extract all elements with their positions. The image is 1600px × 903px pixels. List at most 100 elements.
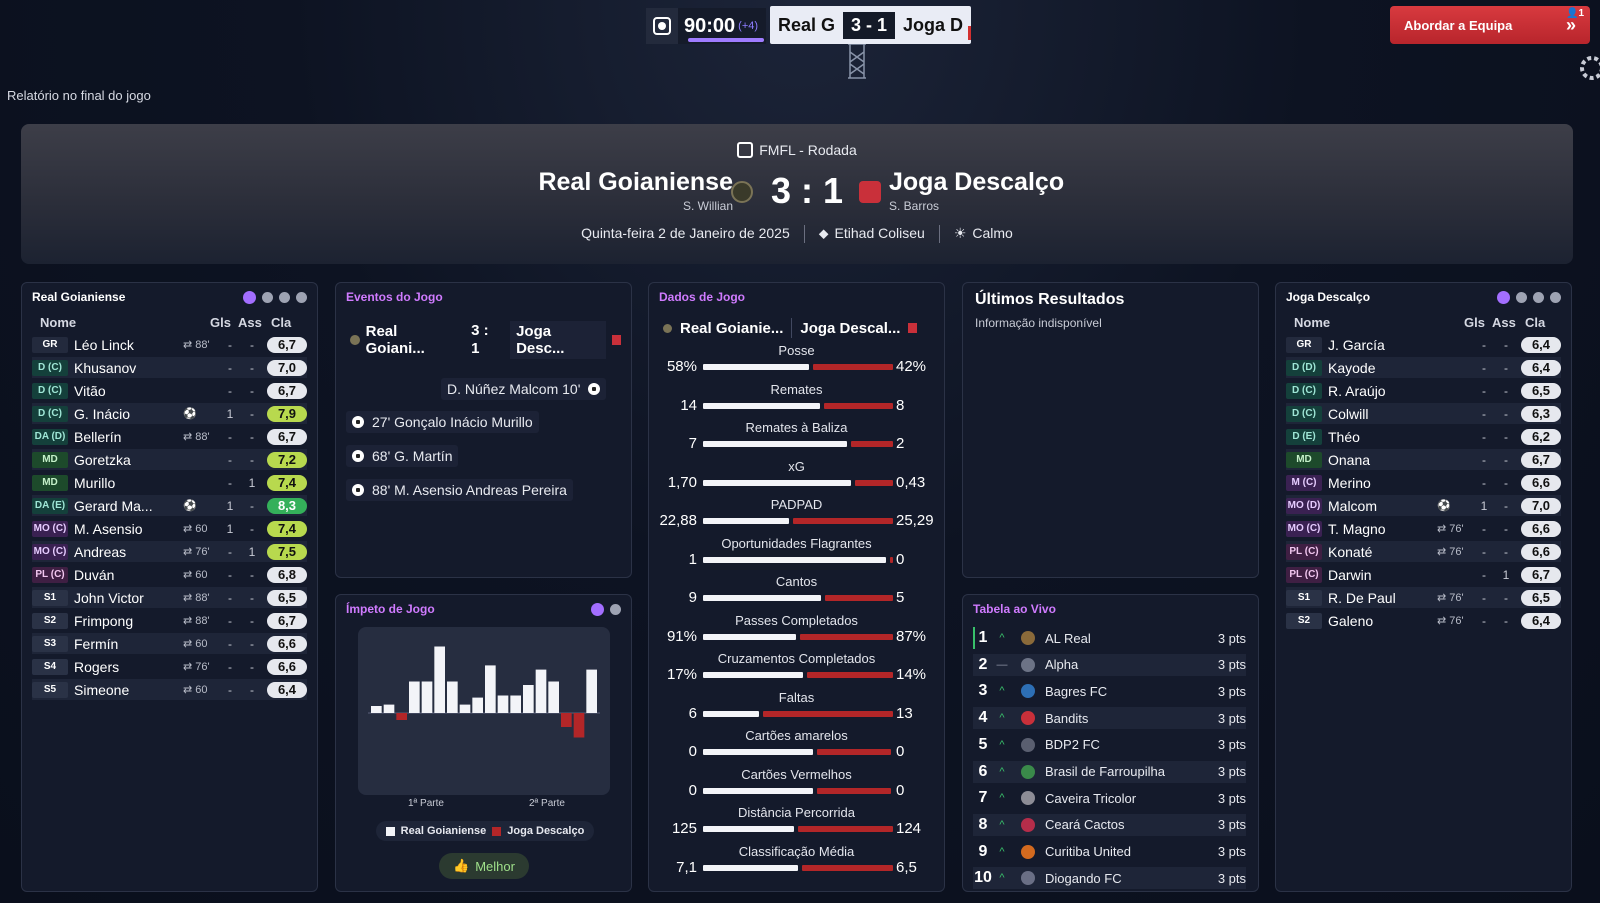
team-name[interactable]: Diogando FC: [1045, 870, 1122, 886]
table-row[interactable]: 6 ^ Brasil de Farroupilha 3 pts: [973, 760, 1246, 783]
player-name[interactable]: Bellerín: [74, 428, 122, 445]
panel-pager[interactable]: [243, 291, 307, 304]
player-row[interactable]: MO (C) T. Magno ⇄ 76' - -6,6: [1286, 518, 1561, 539]
team-name[interactable]: Brasil de Farroupilha: [1045, 764, 1165, 779]
player-row[interactable]: PL (C) Konaté ⇄ 76' - -6,6: [1286, 541, 1561, 562]
home-event[interactable]: 88' M. Asensio Andreas Pereira: [346, 479, 573, 501]
player-name[interactable]: Merino: [1328, 474, 1371, 491]
player-name[interactable]: M. Asensio: [74, 520, 143, 537]
player-row[interactable]: MO (C) Andreas ⇄ 76' - 1 7,5: [32, 541, 307, 562]
player-name[interactable]: Khusanov: [74, 359, 137, 376]
player-name[interactable]: G. Inácio: [74, 405, 131, 422]
approach-team-button[interactable]: Abordar a Equipa 👤1 »: [1390, 6, 1590, 44]
player-name[interactable]: Vitão: [74, 382, 106, 399]
player-row[interactable]: S2 Galeno ⇄ 76' - -6,4: [1286, 610, 1561, 631]
player-row[interactable]: MD Onana - -6,7: [1286, 449, 1561, 470]
player-name[interactable]: Goretzka: [74, 451, 131, 468]
player-name[interactable]: Simeone: [74, 681, 130, 698]
results-title: Últimos Resultados: [975, 291, 1125, 308]
best-button[interactable]: 👍 Melhor: [439, 853, 529, 879]
team-name[interactable]: Curitiba United: [1045, 844, 1131, 860]
player-name[interactable]: Galeno: [1328, 612, 1374, 629]
player-row[interactable]: S2 Frimpong ⇄ 88' - -6,7: [32, 610, 307, 631]
player-row[interactable]: S5 Simeone ⇄ 60- -6,4: [32, 679, 307, 700]
table-row[interactable]: 4 ^ Bandits 3 pts: [973, 707, 1246, 730]
scoreboard-score: 3 - 1: [842, 11, 896, 39]
player-row[interactable]: S4 Rogers ⇄ 76' - -6,6: [32, 656, 307, 677]
player-name[interactable]: Colwill: [1328, 405, 1369, 422]
player-row[interactable]: D (C) Khusanov - -7,0: [32, 357, 307, 378]
panel-pager[interactable]: [1497, 291, 1561, 304]
player-row[interactable]: S3 Fermín ⇄ 60- -6,6: [32, 633, 307, 654]
player-row[interactable]: S1 R. De Paul ⇄ 76' - -6,5: [1286, 587, 1561, 608]
team-name[interactable]: Bagres FC: [1045, 683, 1108, 699]
player-row[interactable]: PL (C) Darwin - 1 6,7: [1286, 564, 1561, 585]
player-row[interactable]: D (C) Vitão - -6,7: [32, 380, 307, 401]
player-name[interactable]: Rogers: [74, 658, 120, 675]
player-row[interactable]: GR J. García - -6,4: [1286, 334, 1561, 355]
team-name[interactable]: Alpha: [1045, 657, 1079, 673]
team-name[interactable]: AL Real: [1045, 630, 1091, 646]
player-name[interactable]: T. Magno: [1328, 520, 1386, 537]
table-row[interactable]: 5 ^ BDP2 FC 3 pts: [973, 734, 1246, 756]
away-event[interactable]: D. Núñez Malcom 10': [441, 378, 607, 400]
player-name[interactable]: Konaté: [1328, 543, 1373, 560]
settings-gear-icon[interactable]: [1574, 52, 1600, 86]
table-row[interactable]: 10 ^ Diogando FC 3 pts: [973, 867, 1246, 890]
team-name[interactable]: Ceará Cactos: [1045, 817, 1125, 833]
table-row[interactable]: 7 ^ Caveira Tricolor 3 pts: [973, 787, 1246, 809]
player-row[interactable]: D (D) Kayode - -6,4: [1286, 357, 1561, 378]
player-name[interactable]: Kayode: [1328, 359, 1376, 376]
player-name[interactable]: Onana: [1328, 451, 1371, 468]
home-team-name[interactable]: Real Goianiense: [538, 168, 733, 196]
player-name[interactable]: Andreas: [74, 543, 127, 560]
table-row[interactable]: 9 ^ Curitiba United 3 pts: [973, 841, 1246, 863]
player-row[interactable]: D (C) R. Araújo - -6,5: [1286, 380, 1561, 401]
player-name[interactable]: Malcom: [1328, 497, 1378, 514]
player-name[interactable]: R. Araújo: [1328, 382, 1386, 399]
home-manager[interactable]: S. Willian: [682, 199, 733, 213]
player-name[interactable]: J. García: [1328, 336, 1385, 353]
player-row[interactable]: MD Murillo - 1 7,4: [32, 472, 307, 493]
away-crest-icon: [859, 181, 881, 203]
table-row[interactable]: 1 ^ AL Real 3 pts: [973, 627, 1246, 649]
player-name[interactable]: Fermín: [74, 635, 119, 652]
home-event[interactable]: 27' Gonçalo Inácio Murillo: [346, 411, 539, 433]
player-name[interactable]: Frimpong: [74, 612, 134, 629]
team-name[interactable]: BDP2 FC: [1045, 737, 1100, 753]
player-name[interactable]: Murillo: [74, 474, 116, 491]
team-name[interactable]: Bandits: [1045, 710, 1089, 726]
team-name[interactable]: Caveira Tricolor: [1045, 790, 1137, 806]
player-row[interactable]: GR Léo Linck ⇄ 88' - -6,7: [32, 334, 307, 355]
momentum-pager[interactable]: [591, 603, 621, 616]
away-team-name[interactable]: Joga Descalço: [889, 168, 1065, 196]
player-name[interactable]: John Victor: [74, 589, 144, 606]
player-row[interactable]: D (C) Colwill - -6,3: [1286, 403, 1561, 424]
player-row[interactable]: MO (D) Malcom ⚽ 1 -7,0: [1286, 495, 1561, 516]
player-name[interactable]: R. De Paul: [1328, 589, 1396, 606]
player-assists: -: [250, 636, 254, 651]
first-half-label: 1ª Parte: [408, 798, 444, 809]
momentum-title: Ímpeto de Jogo: [346, 602, 435, 616]
stadium-name[interactable]: Etihad Coliseu: [834, 225, 925, 241]
player-row[interactable]: D (E) Théo - -6,2: [1286, 426, 1561, 447]
player-name[interactable]: Théo: [1328, 428, 1360, 445]
player-name[interactable]: Duván: [74, 566, 115, 583]
player-row[interactable]: DA (E) Gerard Ma... ⚽ 1 -8,3: [32, 495, 307, 516]
away-manager[interactable]: S. Barros: [889, 199, 940, 213]
player-row[interactable]: MD Goretzka - -7,2: [32, 449, 307, 470]
player-row[interactable]: M (C) Merino - -6,6: [1286, 472, 1561, 493]
player-row[interactable]: PL (C) Duván ⇄ 60- -6,8: [32, 564, 307, 585]
player-row[interactable]: MO (C) M. Asensio ⇄ 60 1 -7,4: [32, 518, 307, 539]
player-row[interactable]: DA (D) Bellerín ⇄ 88' - -6,7: [32, 426, 307, 447]
table-row[interactable]: 3 ^ Bagres FC 3 pts: [973, 680, 1246, 702]
player-row[interactable]: D (C) G. Inácio ⚽ 1 -7,9: [32, 403, 307, 424]
table-row[interactable]: 2 — Alpha 3 pts: [973, 653, 1246, 676]
stat-home-value: 14: [680, 396, 697, 414]
player-name[interactable]: Léo Linck: [74, 336, 134, 353]
table-row[interactable]: 8 ^ Ceará Cactos 3 pts: [973, 813, 1246, 836]
player-name[interactable]: Gerard Ma...: [74, 497, 153, 514]
player-name[interactable]: Darwin: [1328, 566, 1372, 583]
home-event[interactable]: 68' G. Martín: [346, 445, 459, 467]
player-row[interactable]: S1 John Victor ⇄ 88' - -6,5: [32, 587, 307, 608]
